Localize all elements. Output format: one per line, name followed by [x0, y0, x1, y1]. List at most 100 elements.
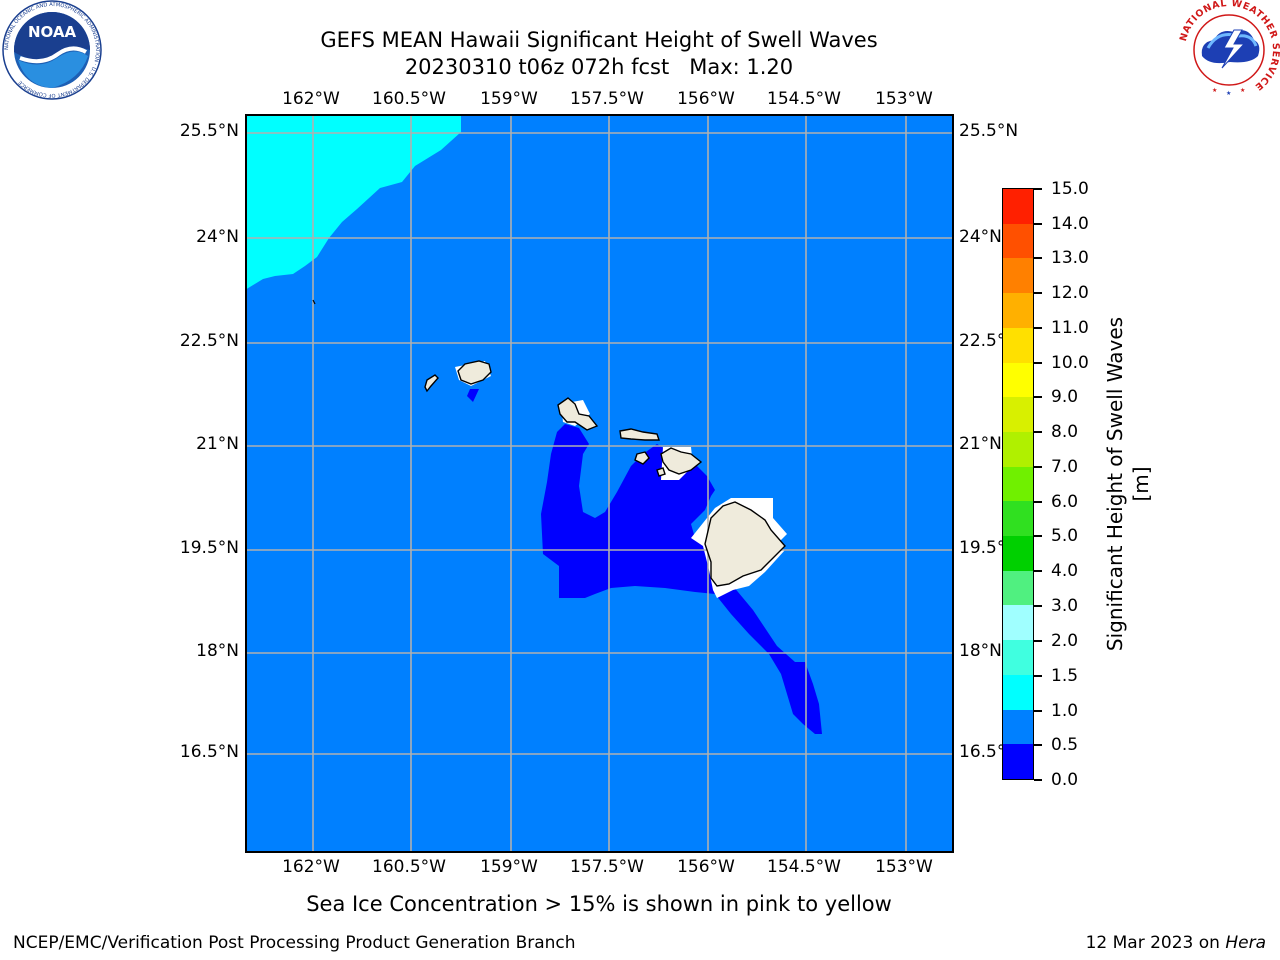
- colorbar-segment: [1003, 570, 1033, 606]
- colorbar-label: 15.0: [1051, 179, 1089, 199]
- lat-label-right: 24°N: [959, 227, 1002, 247]
- footer-date: 12 Mar 2023 on Hera: [1086, 932, 1266, 954]
- lat-label-left: 19.5°N: [179, 538, 239, 558]
- colorbar-tick: [1034, 362, 1042, 364]
- colorbar-label: 8.0: [1051, 422, 1079, 442]
- lon-label-top: 157.5°W: [570, 89, 644, 109]
- island-niihau: [424, 374, 439, 393]
- colorbar-label: 3.0: [1051, 596, 1079, 616]
- lon-label-bottom: 160.5°W: [372, 857, 446, 877]
- colorbar-label: 12.0: [1051, 283, 1089, 303]
- svg-text:★: ★: [1240, 87, 1245, 94]
- colorbar-segment: [1003, 674, 1033, 710]
- nws-logo: NATIONAL WEATHER SERVICE ★ ★ ★: [1178, 0, 1280, 98]
- colorbar-label: 9.0: [1051, 387, 1079, 407]
- island-oahu: [557, 397, 599, 431]
- colorbar-tick: [1034, 710, 1042, 712]
- lon-label-top: 162°W: [282, 89, 340, 109]
- footer-credit: NCEP/EMC/Verification Post Processing Pr…: [13, 933, 576, 953]
- graticule: [247, 116, 952, 851]
- footer-date-text: 12 Mar 2023 on: [1085, 933, 1220, 953]
- colorbar-label: 1.5: [1051, 666, 1079, 686]
- island-molokai: [619, 428, 660, 441]
- svg-text:★: ★: [1212, 87, 1217, 94]
- lon-label-top: 153°W: [875, 89, 933, 109]
- colorbar-segment: [1003, 536, 1033, 571]
- colorbar-segment: [1003, 744, 1033, 779]
- lon-label-top: 160.5°W: [372, 89, 446, 109]
- lon-label-bottom: 162°W: [282, 857, 340, 877]
- lat-label-left: 21°N: [196, 434, 239, 454]
- colorbar-tick: [1034, 188, 1042, 190]
- map-title-line-2: 20230310 t06z 072h fcst Max: 1.20: [404, 55, 794, 79]
- island-hawaii: [704, 501, 786, 587]
- svg-text:★: ★: [1226, 90, 1231, 97]
- lon-label-top: 154.5°W: [767, 89, 841, 109]
- lat-label-left: 24°N: [196, 227, 239, 247]
- lon-label-bottom: 153°W: [875, 857, 933, 877]
- colorbar-label: 11.0: [1051, 318, 1089, 338]
- colorbar-tick: [1034, 640, 1042, 642]
- swell-0.0-0.5-area: [541, 424, 822, 734]
- colorbar-segment: [1003, 709, 1033, 745]
- lon-label-bottom: 157.5°W: [570, 857, 644, 877]
- map-panel: [245, 114, 954, 853]
- colorbar-label: 13.0: [1051, 248, 1089, 268]
- small-islet: [312, 299, 316, 305]
- lat-label-right: 18°N: [959, 641, 1002, 661]
- colorbar: [1002, 188, 1034, 780]
- island-kahoolawe: [656, 467, 666, 477]
- colorbar-tick: [1034, 257, 1042, 259]
- colorbar-tick: [1034, 744, 1042, 746]
- footer-host: Hera: [1225, 933, 1266, 953]
- lon-label-bottom: 156°W: [677, 857, 735, 877]
- colorbar-label: 14.0: [1051, 214, 1089, 234]
- lat-label-right: 21°N: [959, 434, 1002, 454]
- colorbar-segment: [1003, 431, 1033, 467]
- colorbar-tick: [1034, 501, 1042, 503]
- lat-label-left: 25.5°N: [179, 121, 239, 141]
- colorbar-tick: [1034, 779, 1042, 781]
- colorbar-label: 2.0: [1051, 631, 1079, 651]
- colorbar-segment: [1003, 501, 1033, 537]
- colorbar-segment: [1003, 258, 1033, 294]
- swell-0.0-0.5-area: [467, 389, 479, 402]
- map-title-line-1: GEFS MEAN Hawaii Significant Height of S…: [320, 28, 878, 52]
- colorbar-segment: [1003, 327, 1033, 363]
- colorbar-tick: [1034, 292, 1042, 294]
- swell-0.5-1.0-area: [247, 116, 952, 851]
- island-kauai: [457, 360, 492, 385]
- colorbar-label: 1.0: [1051, 701, 1079, 721]
- colorbar-segment: [1003, 223, 1033, 259]
- colorbar-tick: [1034, 396, 1042, 398]
- colorbar-label: 7.0: [1051, 457, 1079, 477]
- colorbar-segment: [1003, 293, 1033, 328]
- colorbar-tick: [1034, 570, 1042, 572]
- lon-label-top: 156°W: [677, 89, 735, 109]
- colorbar-tick: [1034, 675, 1042, 677]
- colorbar-tick: [1034, 431, 1042, 433]
- colorbar-label: 0.0: [1051, 770, 1079, 790]
- colorbar-label: 5.0: [1051, 526, 1079, 546]
- colorbar-tick: [1034, 605, 1042, 607]
- swell-1.0-1.5-area: [247, 116, 461, 289]
- colorbar-title: Significant Height of Swell Waves [m]: [1103, 316, 1153, 652]
- colorbar-tick: [1034, 223, 1042, 225]
- colorbar-label: 0.5: [1051, 735, 1079, 755]
- colorbar-segment: [1003, 640, 1033, 675]
- svg-text:NOAA: NOAA: [28, 23, 77, 41]
- noaa-logo: NATIONAL OCEANIC AND ATMOSPHERIC ADMINIS…: [2, 0, 102, 100]
- colorbar-tick: [1034, 327, 1042, 329]
- colorbar-segment: [1003, 397, 1033, 432]
- colorbar-label: 6.0: [1051, 492, 1079, 512]
- lon-label-bottom: 159°W: [480, 857, 538, 877]
- lat-label-left: 22.5°N: [179, 331, 239, 351]
- island-maui: [660, 447, 703, 475]
- colorbar-segment: [1003, 466, 1033, 502]
- lon-label-bottom: 154.5°W: [767, 857, 841, 877]
- lon-label-top: 159°W: [480, 89, 538, 109]
- colorbar-tick: [1034, 535, 1042, 537]
- island-lanai: [634, 451, 650, 465]
- colorbar-label: 10.0: [1051, 353, 1089, 373]
- lat-label-left: 16.5°N: [179, 742, 239, 762]
